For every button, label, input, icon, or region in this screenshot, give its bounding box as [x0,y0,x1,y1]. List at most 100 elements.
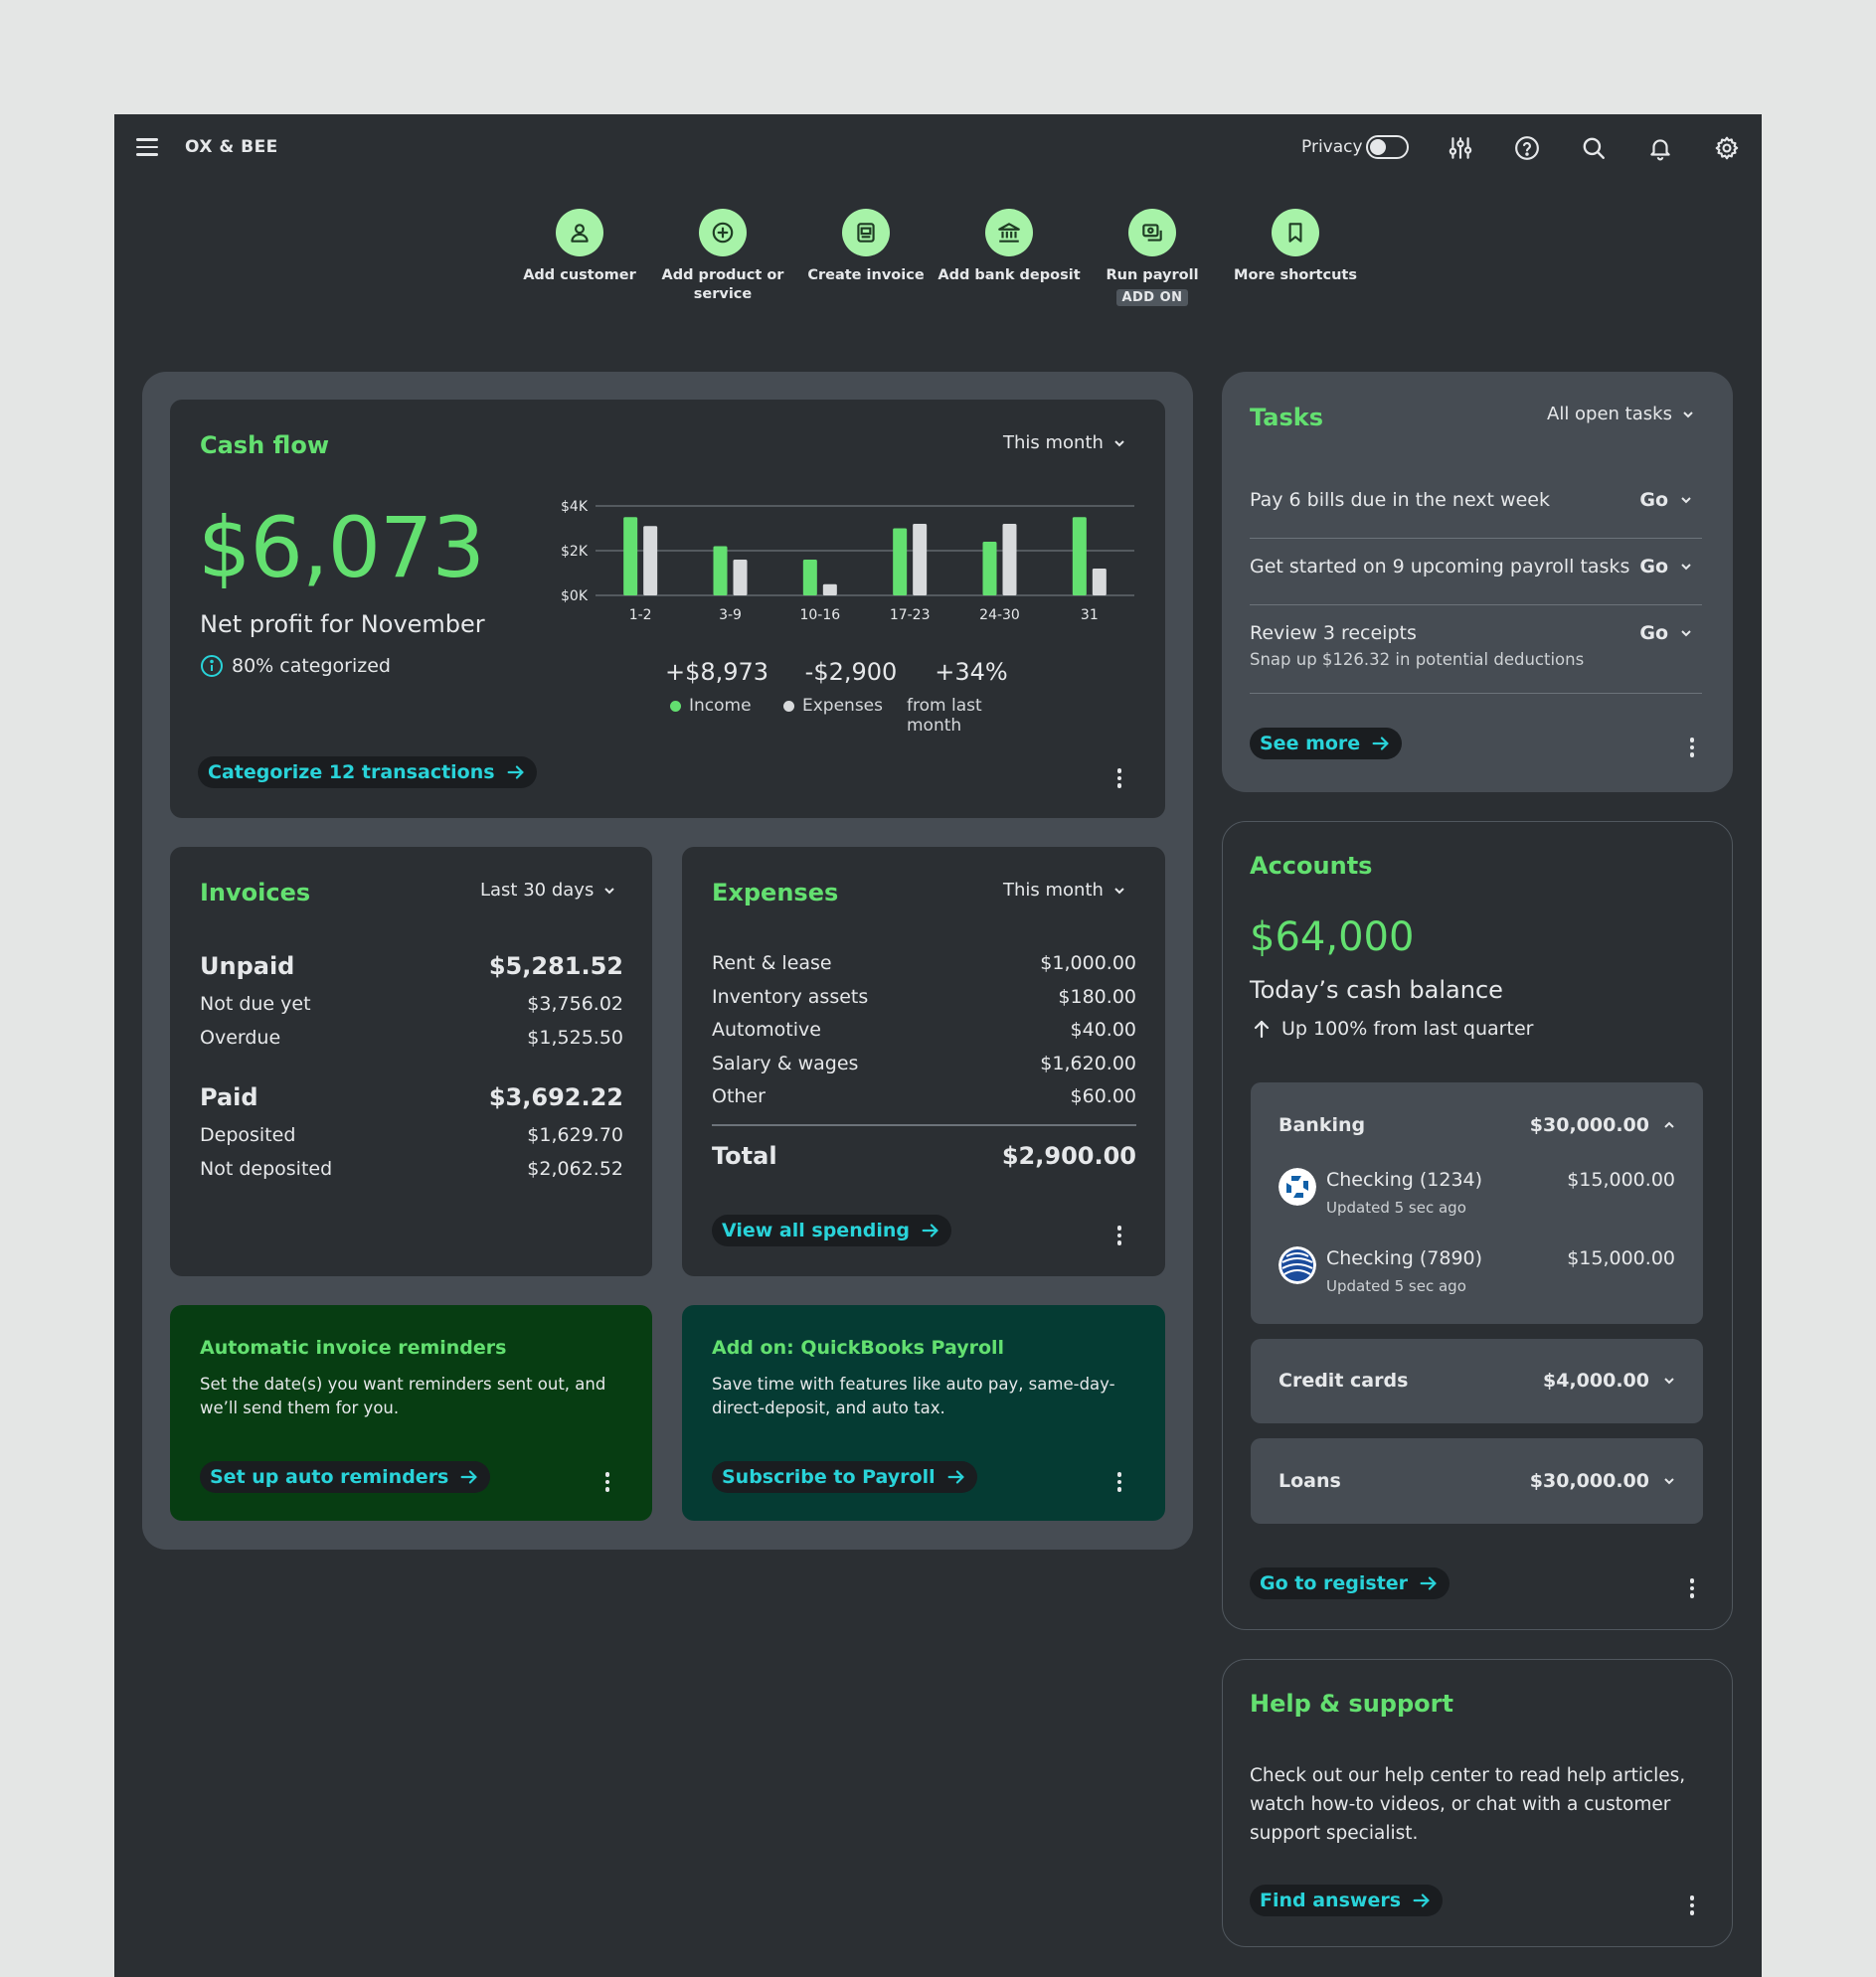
x-tick-label: 1-2 [629,607,652,623]
task-row[interactable]: Get started on 9 upcoming payroll tasks … [1250,556,1702,605]
sliders-icon[interactable] [1447,134,1474,162]
chevron-down-icon [1683,411,1693,417]
x-tick-label: 3-9 [719,607,742,623]
promo-title: Automatic invoice reminders [200,1337,507,1359]
set-up-reminders-button[interactable]: Set up auto reminders [200,1461,491,1493]
shortcut-more[interactable]: More shortcuts [1221,209,1370,285]
expense-label: Other [712,1085,766,1107]
app-window: OX & BEE Privacy Add customer Add produc… [114,114,1762,1977]
shortcut-label: Add customer [523,267,636,283]
shortcut-run-payroll[interactable]: Run payroll ADD ON [1078,209,1227,306]
customer-icon [556,209,603,256]
bell-icon[interactable] [1646,134,1674,162]
more-options-icon[interactable] [597,1467,617,1497]
x-tick-label: 31 [1081,607,1099,623]
total-value: $2,900.00 [1001,1142,1136,1170]
arrow-right-icon [1372,737,1389,750]
go-button[interactable]: Go [1639,556,1692,577]
deposited-label: Deposited [200,1124,296,1146]
more-options-icon[interactable] [1109,1467,1129,1497]
task-row[interactable]: Review 3 receipts Snap up $126.32 in pot… [1250,622,1702,694]
tasks-panel: Tasks All open tasks Pay 6 bills due in … [1222,372,1733,792]
chevron-down-icon [1114,439,1124,446]
deposited-value: $1,629.70 [527,1124,623,1146]
find-answers-button[interactable]: Find answers [1250,1885,1444,1916]
account-amount: $15,000.00 [1567,1169,1675,1191]
loans-total: $30,000.00 [1529,1470,1649,1492]
cashflow-period-dropdown[interactable]: This month [1003,432,1125,453]
invoices-period-dropdown[interactable]: Last 30 days [480,880,615,901]
reminders-promo-card: Automatic invoice reminders Set the date… [170,1305,652,1521]
info-icon [201,655,223,677]
see-more-button[interactable]: See more [1250,728,1403,759]
menu-icon[interactable] [136,138,158,156]
arrow-up-icon [1254,1020,1270,1039]
categorized-status: 80% categorized [200,654,391,678]
expenses-title: Expenses [712,879,839,906]
income-bar [982,542,997,595]
expense-label: Rent & lease [712,952,832,974]
more-options-icon[interactable] [1109,763,1129,793]
pill-label: Find answers [1260,1890,1402,1911]
total-label: Total [712,1142,777,1170]
not-deposited-row: Not deposited $2,062.52 [200,1158,623,1180]
expenses-legend: Expenses [783,696,883,716]
go-to-register-button[interactable]: Go to register [1250,1567,1450,1599]
arrow-right-icon [922,1224,938,1237]
shortcut-add-product[interactable]: Add product or service [648,209,797,304]
x-tick-label: 17-23 [890,607,931,623]
more-options-icon[interactable] [1682,1891,1702,1920]
go-label: Go [1639,622,1668,644]
dropdown-label: This month [1003,880,1104,901]
credit-label: Credit cards [1279,1370,1409,1392]
search-icon[interactable] [1580,134,1608,162]
expenses-period-dropdown[interactable]: This month [1003,880,1125,901]
subscribe-payroll-button[interactable]: Subscribe to Payroll [712,1461,977,1493]
go-button[interactable]: Go [1639,622,1692,644]
credit-cards-group[interactable]: Credit cards $4,000.00 [1251,1339,1703,1423]
shortcut-bank-deposit[interactable]: Add bank deposit [935,209,1084,285]
income-label: Income [689,696,752,716]
tasks-filter-dropdown[interactable]: All open tasks [1547,404,1694,424]
deposited-row: Deposited $1,629.70 [200,1124,623,1146]
trend-label: Up 100% from last quarter [1281,1018,1534,1040]
task-row[interactable]: Pay 6 bills due in the next week Go [1250,489,1702,539]
shortcut-label: Create invoice [807,267,925,283]
task-text: Get started on 9 upcoming payroll tasks [1250,556,1630,577]
go-button[interactable]: Go [1639,489,1692,511]
categorize-transactions-button[interactable]: Categorize 12 transactions [198,756,537,788]
cash-balance-label: Today’s cash balance [1250,976,1503,1004]
income-bar [1072,517,1087,595]
shortcut-add-customer[interactable]: Add customer [505,209,654,285]
chevron-down-icon [1681,497,1691,504]
more-options-icon[interactable] [1682,733,1702,762]
view-all-spending-button[interactable]: View all spending [712,1215,951,1246]
promo-text: Save time with features like auto pay, s… [712,1375,1115,1417]
dropdown-label: This month [1003,432,1104,453]
banking-collapse[interactable]: $30,000.00 [1530,1114,1675,1136]
shortcut-label: Run payroll [1106,267,1199,283]
help-icon[interactable] [1513,134,1541,162]
expenses-dot [783,700,794,712]
pill-label: Subscribe to Payroll [722,1466,936,1488]
more-options-icon[interactable] [1682,1573,1702,1603]
expenses-bar [1092,569,1107,595]
arrow-right-icon [1420,1576,1437,1590]
not-due-row: Not due yet $3,756.02 [200,993,623,1015]
shortcut-label: Add bank deposit [938,267,1081,283]
paid-label: Paid [200,1083,258,1111]
shortcut-create-invoice[interactable]: Create invoice [791,209,940,285]
loans-group[interactable]: Loans $30,000.00 [1251,1438,1703,1524]
task-text: Review 3 receipts [1250,622,1417,644]
account-updated: Updated 5 sec ago [1326,1199,1466,1217]
expense-value: $1,620.00 [1040,1053,1136,1074]
chevron-down-icon [604,887,615,894]
shortcut-label: Add product or service [661,267,784,302]
more-options-icon[interactable] [1109,1221,1129,1250]
expense-value: $180.00 [1058,986,1136,1008]
expenses-bar [1002,524,1017,595]
privacy-toggle[interactable] [1366,135,1409,159]
y-tick-label: $4K [561,499,589,515]
loans-label: Loans [1279,1470,1341,1492]
gear-icon[interactable] [1713,134,1741,162]
